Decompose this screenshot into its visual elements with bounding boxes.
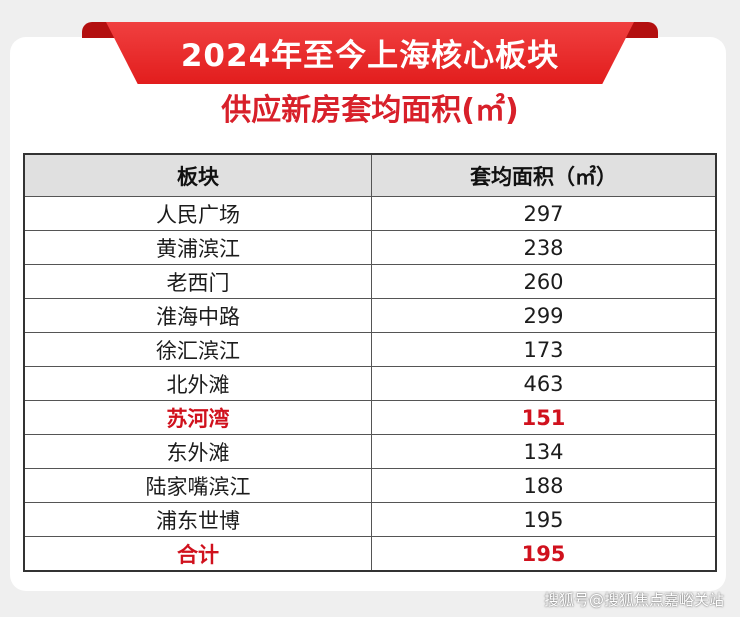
- table-row: 黄浦滨江 238: [23, 230, 717, 265]
- sector-name-cell: 北外滩: [23, 366, 372, 401]
- table-row: 北外滩 463: [23, 366, 717, 401]
- table-header-row: 板块 套均面积（㎡）: [23, 153, 717, 197]
- avg-area-cell: 463: [371, 366, 717, 401]
- table-body: 人民广场 297 黄浦滨江 238 老西门 260 淮海中路 299 徐汇滨江 173 北外滩 463…: [23, 196, 717, 572]
- area-table: 板块 套均面积（㎡） 人民广场 297 黄浦滨江 238 老西门 260 淮海中路 299 徐汇…: [23, 153, 717, 572]
- table-row: 徐汇滨江 173: [23, 332, 717, 367]
- banner-ribbon: 2024年至今上海核心板块: [106, 22, 634, 84]
- sector-name-cell: 东外滩: [23, 434, 372, 469]
- header-avg-area: 套均面积（㎡）: [371, 153, 717, 197]
- table-row: 合计 195: [23, 536, 717, 572]
- watermark: 搜狐号@搜狐焦点嘉峪关站: [543, 591, 724, 609]
- table-row: 苏河湾 151: [23, 400, 717, 435]
- avg-area-cell: 173: [371, 332, 717, 367]
- sector-name-cell: 浦东世博: [23, 502, 372, 537]
- table-row: 人民广场 297: [23, 196, 717, 231]
- sector-name-cell: 人民广场: [23, 196, 372, 231]
- header-sector: 板块: [23, 153, 372, 197]
- table-row: 浦东世博 195: [23, 502, 717, 537]
- sector-name-cell: 陆家嘴滨江: [23, 468, 372, 503]
- avg-area-cell: 151: [371, 400, 717, 435]
- table-row: 淮海中路 299: [23, 298, 717, 333]
- title-banner: 2024年至今上海核心板块: [82, 22, 658, 84]
- sector-name-cell: 合计: [23, 536, 372, 572]
- avg-area-cell: 297: [371, 196, 717, 231]
- sector-name-cell: 徐汇滨江: [23, 332, 372, 367]
- sector-name-cell: 黄浦滨江: [23, 230, 372, 265]
- avg-area-cell: 195: [371, 536, 717, 572]
- banner-title: 2024年至今上海核心板块: [180, 37, 560, 74]
- avg-area-cell: 188: [371, 468, 717, 503]
- subtitle: 供应新房套均面积(㎡): [221, 93, 519, 128]
- avg-area-cell: 299: [371, 298, 717, 333]
- table-row: 老西门 260: [23, 264, 717, 299]
- avg-area-cell: 134: [371, 434, 717, 469]
- table-row: 东外滩 134: [23, 434, 717, 469]
- avg-area-cell: 195: [371, 502, 717, 537]
- table-row: 陆家嘴滨江 188: [23, 468, 717, 503]
- sector-name-cell: 老西门: [23, 264, 372, 299]
- sector-name-cell: 苏河湾: [23, 400, 372, 435]
- avg-area-cell: 260: [371, 264, 717, 299]
- sector-name-cell: 淮海中路: [23, 298, 372, 333]
- avg-area-cell: 238: [371, 230, 717, 265]
